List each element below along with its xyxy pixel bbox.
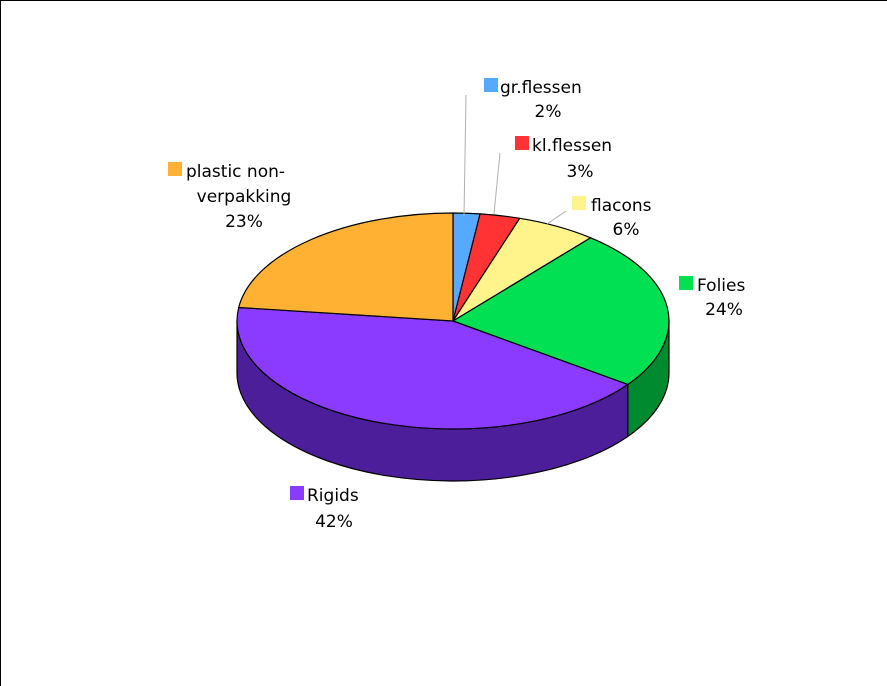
legend-swatch-gr-flessen xyxy=(484,78,498,92)
label-percent-folies: 24% xyxy=(705,300,743,320)
legend-swatch-flacons xyxy=(572,196,586,210)
label-name-gr-flessen: gr.flessen xyxy=(500,78,582,98)
pie-slice-rigids xyxy=(236,306,629,430)
legend-swatch-rigids xyxy=(290,486,304,500)
label-name-rigids: Rigids xyxy=(307,486,359,506)
legend-swatch-plastic-non-verpakking xyxy=(168,162,182,176)
leader-line-flacons xyxy=(546,210,567,225)
data-labels: gr.flessen 2% kl.flessen 3% flacons 6% Folies 2… xyxy=(168,78,745,532)
legend-swatch-folies xyxy=(679,276,693,290)
label-percent-rigids: 42% xyxy=(315,512,353,532)
label-name-folies: Folies xyxy=(697,276,745,296)
pie-slice-plastic-non-verpakking xyxy=(238,212,454,322)
pie-slice-folies xyxy=(452,237,670,386)
label-percent-kl-flessen: 3% xyxy=(567,162,594,182)
label-name-plastic-non-verpakking: plastic non- xyxy=(186,162,285,182)
label-percent-gr-flessen: 2% xyxy=(535,102,562,122)
leader-line-kl-flessen xyxy=(493,152,501,215)
label-percent-flacons: 6% xyxy=(613,220,640,240)
label-name-line2-plastic-non-verpakking: verpakking xyxy=(197,187,292,207)
label-name-flacons: flacons xyxy=(591,196,652,216)
leader-line-gr-flessen xyxy=(463,94,467,217)
label-percent-plastic-non-verpakking: 23% xyxy=(225,212,263,232)
legend-swatch-kl-flessen xyxy=(515,136,529,150)
pie-top xyxy=(236,212,670,430)
label-name-kl-flessen: kl.flessen xyxy=(532,136,612,156)
